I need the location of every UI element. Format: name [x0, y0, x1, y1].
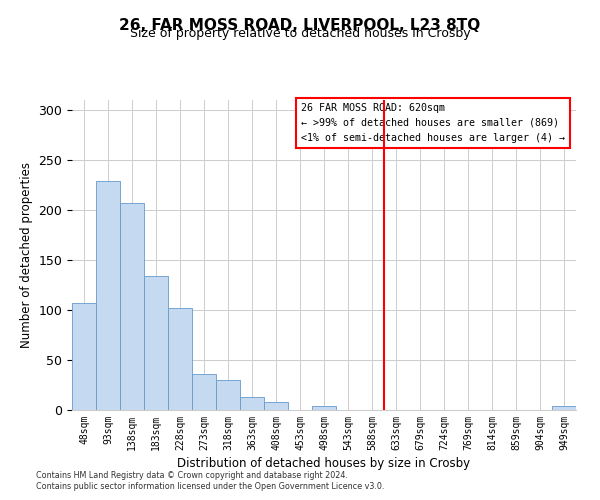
Bar	[312, 406, 336, 410]
Bar	[264, 402, 288, 410]
Bar	[72, 303, 96, 410]
Y-axis label: Number of detached properties: Number of detached properties	[20, 162, 33, 348]
Text: Contains public sector information licensed under the Open Government Licence v3: Contains public sector information licen…	[36, 482, 385, 491]
Bar	[168, 308, 192, 410]
X-axis label: Distribution of detached houses by size in Crosby: Distribution of detached houses by size …	[178, 457, 470, 470]
Text: 26, FAR MOSS ROAD, LIVERPOOL, L23 8TQ: 26, FAR MOSS ROAD, LIVERPOOL, L23 8TQ	[119, 18, 481, 32]
Bar	[216, 380, 240, 410]
Bar	[144, 276, 168, 410]
Bar	[120, 203, 144, 410]
Bar	[552, 406, 576, 410]
Bar	[240, 397, 264, 410]
Text: Size of property relative to detached houses in Crosby: Size of property relative to detached ho…	[130, 28, 470, 40]
Text: Contains HM Land Registry data © Crown copyright and database right 2024.: Contains HM Land Registry data © Crown c…	[36, 470, 348, 480]
Text: 26 FAR MOSS ROAD: 620sqm
← >99% of detached houses are smaller (869)
<1% of semi: 26 FAR MOSS ROAD: 620sqm ← >99% of detac…	[301, 103, 565, 142]
Bar	[96, 181, 120, 410]
Bar	[192, 374, 216, 410]
